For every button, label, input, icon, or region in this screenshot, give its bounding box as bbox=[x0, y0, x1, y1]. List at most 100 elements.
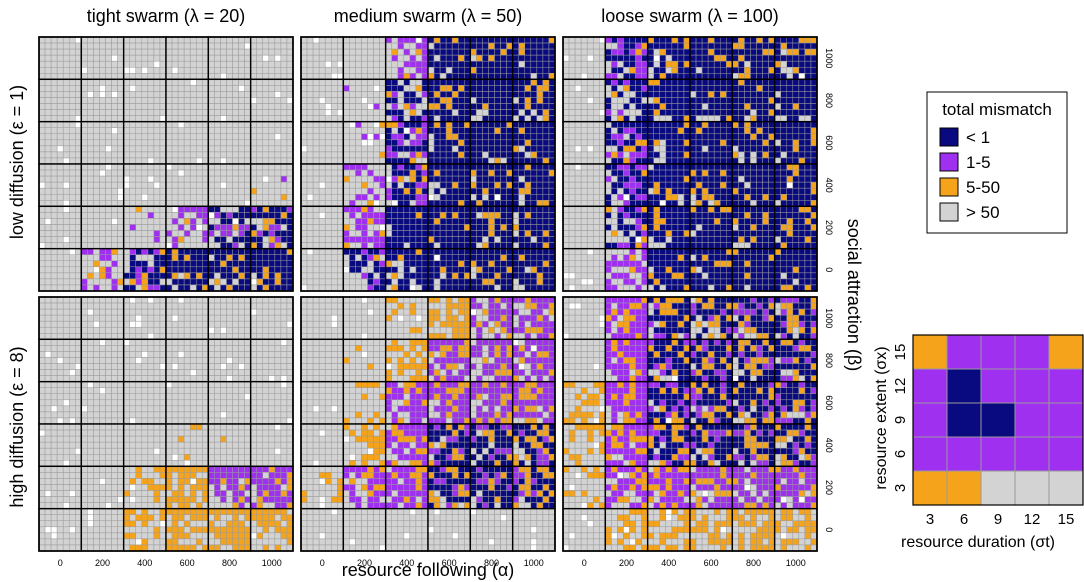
micro-cell bbox=[195, 109, 203, 116]
micro-cell bbox=[683, 115, 691, 122]
micro-cell bbox=[488, 242, 495, 249]
micro-cell bbox=[330, 284, 338, 292]
micro-cell bbox=[195, 121, 203, 128]
micro-cell bbox=[337, 163, 344, 171]
micro-cell bbox=[689, 48, 697, 56]
micro-cell bbox=[750, 145, 757, 153]
micro-cell bbox=[457, 175, 465, 183]
micro-cell bbox=[244, 266, 251, 274]
micro-cell bbox=[262, 242, 270, 249]
micro-cell bbox=[355, 91, 362, 98]
micro-cell bbox=[427, 103, 435, 110]
micro-cell bbox=[262, 121, 270, 128]
micro-cell bbox=[238, 266, 245, 274]
micro-cell bbox=[312, 115, 320, 122]
micro-cell bbox=[141, 284, 149, 292]
micro-cell bbox=[189, 42, 197, 50]
micro-cell bbox=[617, 187, 624, 195]
micro-cell bbox=[147, 48, 155, 56]
micro-cell bbox=[415, 175, 423, 183]
micro-cell bbox=[256, 54, 264, 62]
micro-cell bbox=[518, 230, 526, 237]
micro-cell bbox=[56, 200, 64, 207]
micro-cell bbox=[147, 133, 155, 141]
micro-cell bbox=[548, 236, 556, 243]
micro-cell bbox=[87, 109, 94, 116]
micro-cell bbox=[548, 139, 556, 147]
micro-cell bbox=[403, 103, 411, 110]
micro-cell bbox=[403, 163, 411, 171]
micro-cell bbox=[623, 79, 630, 86]
micro-cell bbox=[44, 193, 52, 201]
micro-cell bbox=[433, 218, 441, 225]
micro-cell bbox=[135, 48, 143, 56]
micro-cell bbox=[542, 230, 550, 237]
micro-cell bbox=[586, 66, 594, 74]
micro-cell bbox=[810, 97, 818, 104]
micro-cell bbox=[701, 73, 709, 80]
micro-cell bbox=[195, 230, 203, 237]
micro-cell bbox=[183, 266, 191, 274]
micro-cell bbox=[677, 163, 685, 171]
micro-cell bbox=[635, 127, 642, 135]
micro-cell bbox=[117, 115, 124, 122]
micro-cell bbox=[214, 85, 221, 92]
micro-cell bbox=[256, 163, 264, 171]
micro-cell bbox=[189, 60, 197, 68]
micro-cell bbox=[780, 36, 788, 44]
micro-cell bbox=[695, 206, 703, 213]
micro-cell bbox=[111, 193, 118, 201]
micro-cell bbox=[427, 109, 435, 116]
micro-cell bbox=[677, 206, 685, 213]
micro-cell bbox=[623, 127, 630, 135]
micro-cell bbox=[482, 145, 489, 153]
micro-cell bbox=[50, 151, 58, 159]
micro-cell bbox=[306, 54, 314, 62]
micro-cell bbox=[153, 60, 161, 68]
micro-cell bbox=[117, 206, 124, 213]
micro-cell bbox=[810, 115, 818, 122]
micro-cell bbox=[445, 133, 453, 141]
micro-cell bbox=[280, 163, 288, 171]
micro-cell bbox=[50, 91, 58, 98]
micro-cell bbox=[617, 133, 624, 141]
micro-cell bbox=[117, 163, 124, 171]
micro-cell bbox=[512, 218, 519, 225]
micro-cell bbox=[141, 266, 149, 274]
micro-cell bbox=[337, 218, 344, 225]
micro-cell bbox=[81, 103, 88, 110]
micro-cell bbox=[457, 230, 465, 237]
micro-cell bbox=[653, 127, 661, 135]
micro-cell bbox=[536, 48, 544, 56]
micro-cell bbox=[87, 73, 94, 80]
micro-cell bbox=[744, 151, 751, 159]
micro-cell bbox=[250, 266, 257, 274]
micro-cell bbox=[683, 230, 691, 237]
micro-cell bbox=[439, 115, 447, 122]
micro-cell bbox=[488, 181, 495, 189]
micro-cell bbox=[536, 103, 544, 110]
micro-cell bbox=[744, 109, 751, 116]
micro-cell bbox=[75, 66, 82, 74]
micro-cell bbox=[611, 115, 618, 122]
micro-cell bbox=[99, 206, 106, 213]
micro-cell bbox=[445, 66, 453, 74]
micro-cell bbox=[530, 193, 538, 201]
micro-cell bbox=[300, 66, 308, 74]
micro-cell bbox=[111, 224, 118, 231]
micro-cell bbox=[445, 54, 453, 62]
micro-cell bbox=[506, 109, 513, 116]
micro-cell bbox=[713, 85, 721, 92]
micro-cell bbox=[330, 36, 338, 44]
micro-cell bbox=[141, 139, 149, 147]
micro-cell bbox=[99, 260, 106, 268]
micro-cell bbox=[250, 60, 257, 68]
micro-cell bbox=[202, 66, 209, 74]
micro-cell bbox=[147, 260, 155, 268]
micro-cell bbox=[280, 266, 288, 274]
micro-cell bbox=[379, 36, 386, 44]
micro-cell bbox=[147, 103, 155, 110]
micro-cell bbox=[171, 48, 179, 56]
micro-cell bbox=[421, 42, 429, 50]
micro-cell bbox=[268, 230, 276, 237]
